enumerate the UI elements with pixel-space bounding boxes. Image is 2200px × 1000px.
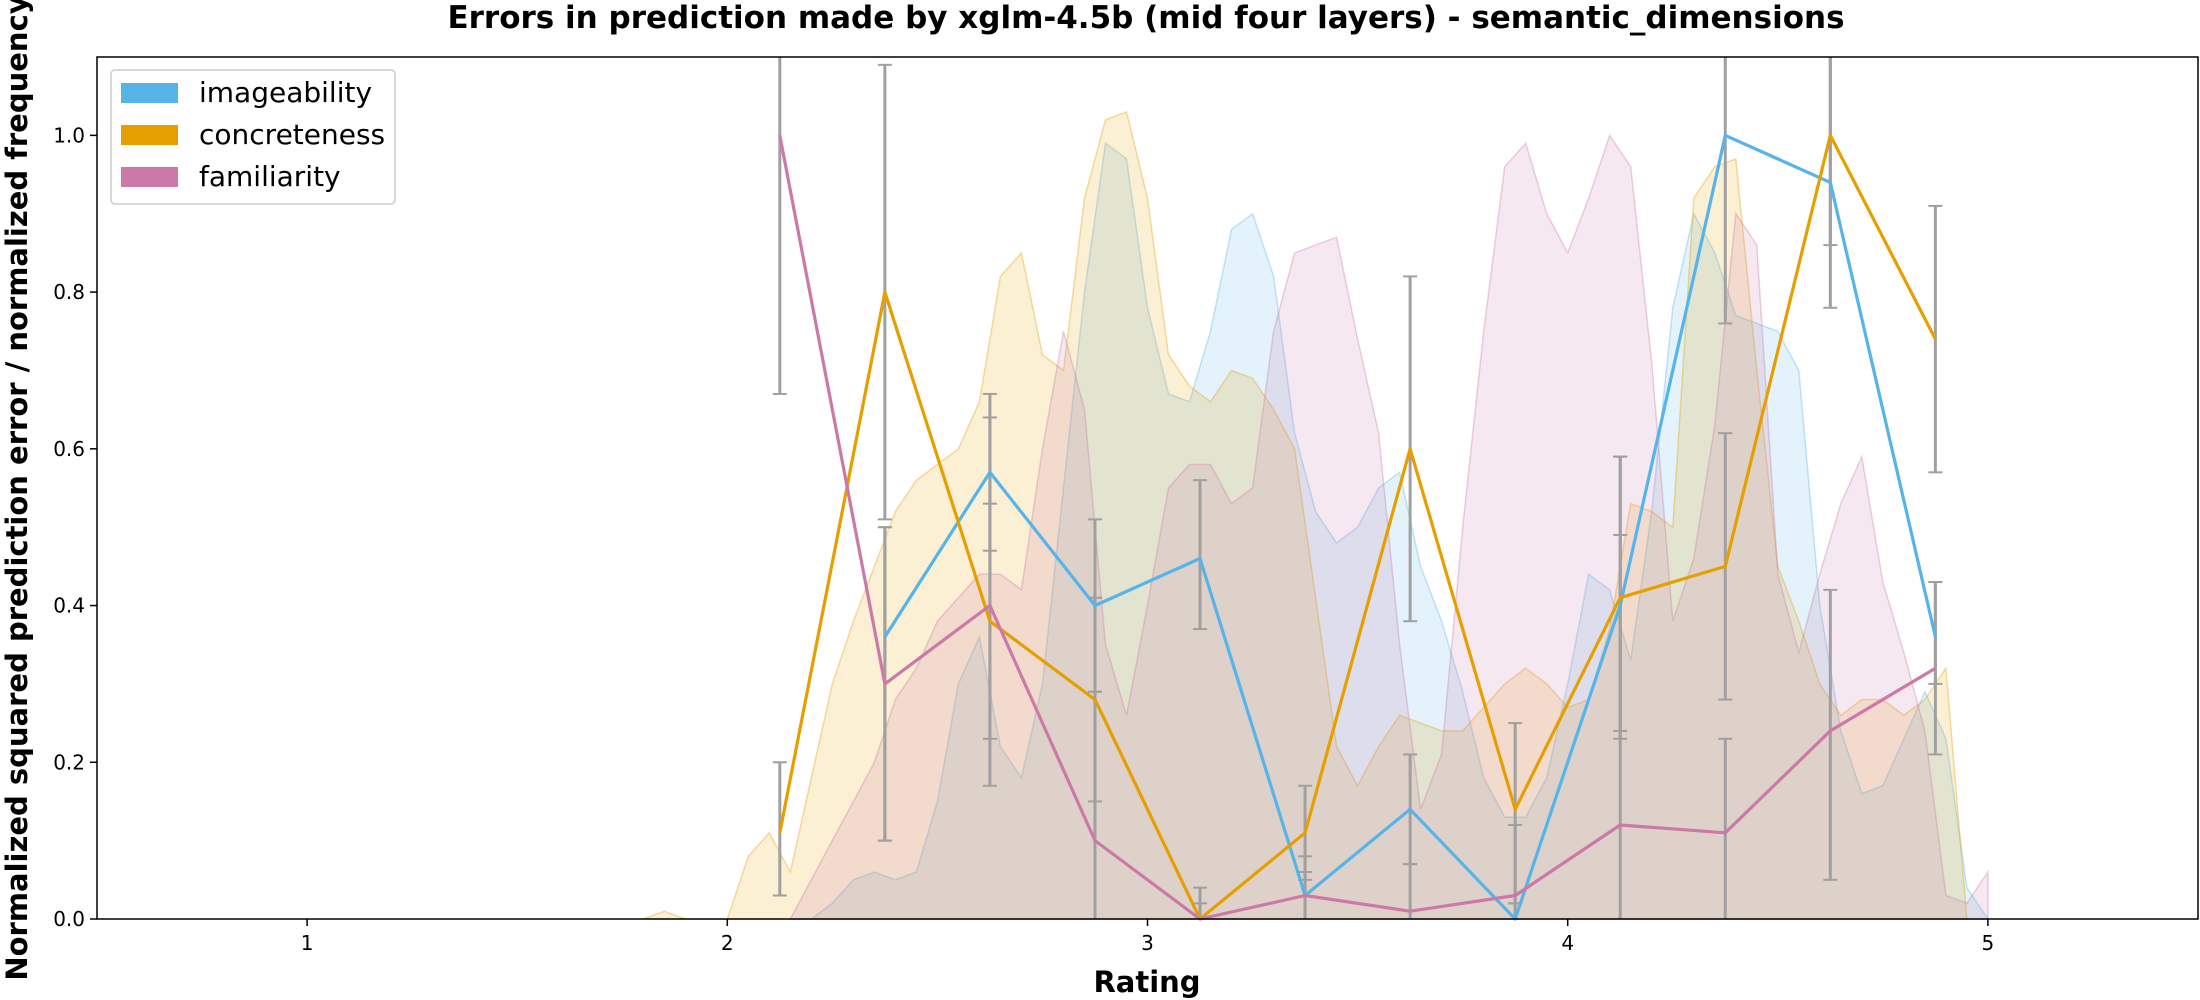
y-tick-label: 0.4 — [53, 594, 85, 618]
x-axis-label: Rating — [1093, 965, 1200, 999]
legend-label-imageability: imageability — [199, 76, 372, 109]
series-line-imageability — [883, 133, 1937, 921]
legend-label-concreteness: concreteness — [199, 118, 385, 151]
x-tick-label: 5 — [1982, 931, 1995, 955]
legend-swatch-familiarity — [121, 167, 178, 187]
y-tick-label: 0.0 — [53, 907, 85, 931]
legend-box — [110, 69, 396, 205]
x-tick-label: 4 — [1561, 931, 1574, 955]
axes: 1 2 3 4 5 0.0 0.2 0.4 0.6 0.8 1.0 — [53, 123, 1994, 955]
plot-area — [643, 57, 1990, 921]
chart-title: Errors in prediction made by xglm-4.5b (… — [447, 0, 1844, 36]
y-axis-label: Normalized squared prediction error / no… — [0, 0, 34, 981]
x-tick-label: 2 — [721, 931, 734, 955]
y-tick-label: 0.6 — [53, 437, 85, 461]
legend-swatch-concreteness — [121, 125, 178, 145]
series-line-familiarity — [778, 135, 1937, 921]
y-tick-label: 0.8 — [53, 280, 85, 304]
y-tick-label: 1.0 — [53, 123, 85, 147]
y-tick-label: 0.2 — [53, 750, 85, 774]
x-tick-label: 3 — [1141, 931, 1154, 955]
series-line-concreteness — [778, 133, 1937, 921]
legend: imageability concreteness familiarity — [110, 69, 396, 205]
legend-label-familiarity: familiarity — [199, 160, 341, 193]
x-tick-label: 1 — [301, 931, 314, 955]
frequency-area-familiarity — [789, 133, 1989, 920]
legend-swatch-imageability — [121, 83, 178, 103]
